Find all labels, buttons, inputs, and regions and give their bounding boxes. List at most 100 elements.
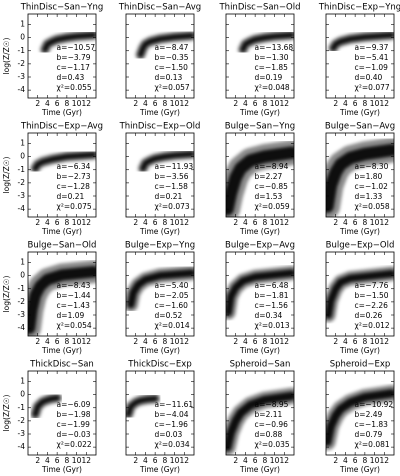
x-tick-label: 10 bbox=[170, 99, 180, 108]
x-tick-label: 4 bbox=[45, 337, 50, 346]
y-tick-label: -3 bbox=[18, 191, 26, 200]
x-tick-label: 8 bbox=[64, 337, 69, 346]
band-group bbox=[30, 149, 96, 174]
fit-parameter: c=−1.50 bbox=[155, 63, 189, 72]
x-tick-label: 6 bbox=[55, 99, 60, 108]
fit-parameter: b=2.49 bbox=[355, 410, 383, 419]
x-tick-label: 2 bbox=[35, 337, 40, 346]
x-tick-label: 2 bbox=[333, 218, 338, 227]
panel-title: Bulge−San−Old bbox=[28, 241, 97, 251]
fit-parameter: c=−1.96 bbox=[155, 420, 189, 429]
y-axis-label: log(Z/Z☉) bbox=[2, 395, 11, 432]
fit-parameter: a=−13.68 bbox=[255, 43, 294, 52]
band-group bbox=[328, 29, 394, 54]
fit-parameter: a=−10.92 bbox=[355, 400, 394, 409]
x-tick-label: 12 bbox=[380, 218, 390, 227]
panel-title: ThickDisc−San bbox=[29, 360, 94, 370]
x-tick-label: 2 bbox=[133, 337, 138, 346]
x-tick-label: 2 bbox=[233, 99, 238, 108]
fit-parameter: b=−0.35 bbox=[155, 53, 189, 62]
y-axis-label: log(Z/Z☉) bbox=[2, 38, 11, 75]
x-tick-label: 12 bbox=[280, 456, 290, 465]
panel: ThinDisc−Exp−Avg 2 4 6 8 10 12 -4 -3 -2 -1 0 1 Time (… bbox=[2, 122, 103, 237]
plot-frame bbox=[27, 370, 97, 456]
x-tick-label: 10 bbox=[170, 337, 180, 346]
fit-parameter: χ²=0.034 bbox=[155, 440, 190, 449]
panel-title: Bulge−Exp−Avg bbox=[225, 241, 295, 251]
x-axis-label: Time (Gyr) bbox=[139, 346, 180, 355]
y-tick-label: 0 bbox=[20, 390, 25, 399]
fit-parameter: b=−2.73 bbox=[57, 172, 91, 181]
x-tick-label: 10 bbox=[270, 456, 280, 465]
fit-parameter: c=−1.43 bbox=[57, 301, 91, 310]
fit-parameter: d=0.40 bbox=[355, 73, 383, 82]
x-tick-label: 8 bbox=[262, 218, 267, 227]
x-tick-label: 6 bbox=[55, 337, 60, 346]
fit-parameter: a=−6.09 bbox=[57, 400, 91, 409]
fit-parameter: b=1.80 bbox=[355, 172, 383, 181]
band-group bbox=[326, 384, 394, 451]
y-tick-label: -3 bbox=[18, 310, 26, 319]
fit-parameter: χ²=0.073 bbox=[155, 202, 190, 211]
band-group bbox=[226, 387, 294, 455]
y-tick-label: -1 bbox=[18, 165, 26, 174]
panel-title: ThinDisc−San−Avg bbox=[118, 3, 201, 13]
fit-parameter: a=−11.61 bbox=[155, 400, 194, 409]
y-tick-label: -1 bbox=[18, 284, 26, 293]
y-tick-label: 1 bbox=[20, 20, 25, 29]
panel-title: ThinDisc−Exp−Avg bbox=[20, 122, 103, 132]
x-tick-label: 2 bbox=[233, 337, 238, 346]
plot-frame bbox=[125, 370, 195, 456]
fit-parameter: χ²=0.014 bbox=[155, 321, 190, 330]
plot-frame bbox=[27, 13, 97, 99]
x-tick-label: 4 bbox=[143, 218, 148, 227]
fit-parameter: c=−1.28 bbox=[57, 182, 91, 191]
fit-parameter: d=0.26 bbox=[355, 311, 383, 320]
x-tick-label: 12 bbox=[280, 99, 290, 108]
x-tick-label: 4 bbox=[343, 456, 348, 465]
x-tick-label: 4 bbox=[243, 99, 248, 108]
y-tick-label: 1 bbox=[20, 377, 25, 386]
x-tick-label: 10 bbox=[170, 456, 180, 465]
x-tick-label: 2 bbox=[333, 99, 338, 108]
panel-title: ThickDisc−Exp bbox=[127, 360, 191, 370]
x-tick-label: 2 bbox=[133, 99, 138, 108]
x-tick-label: 10 bbox=[270, 337, 280, 346]
plot-frame bbox=[325, 251, 395, 337]
band-group bbox=[326, 266, 394, 323]
x-tick-label: 8 bbox=[162, 218, 167, 227]
plot-frame bbox=[225, 370, 295, 456]
band-group bbox=[226, 265, 294, 320]
x-tick-label: 2 bbox=[233, 218, 238, 227]
x-tick-label: 2 bbox=[133, 456, 138, 465]
fit-parameter: d=0.19 bbox=[255, 73, 283, 82]
x-tick-label: 12 bbox=[380, 337, 390, 346]
fit-parameter: c=−1.60 bbox=[155, 301, 189, 310]
x-tick-label: 12 bbox=[280, 337, 290, 346]
fit-parameter: b=−1.30 bbox=[255, 53, 289, 62]
x-tick-label: 10 bbox=[72, 218, 82, 227]
x-tick-label: 4 bbox=[343, 99, 348, 108]
band-group bbox=[39, 29, 96, 55]
fit-parameter: a=−8.95 bbox=[255, 400, 289, 409]
x-axis-label: Time (Gyr) bbox=[41, 346, 82, 355]
fit-parameter: a=−5.40 bbox=[155, 281, 189, 290]
x-tick-label: 4 bbox=[143, 456, 148, 465]
x-tick-label: 4 bbox=[45, 456, 50, 465]
y-tick-label: -3 bbox=[18, 72, 26, 81]
band bbox=[326, 389, 394, 447]
band bbox=[240, 32, 294, 53]
fit-parameter: c=−1.83 bbox=[355, 420, 389, 429]
x-tick-label: 6 bbox=[253, 218, 258, 227]
x-tick-label: 6 bbox=[153, 99, 158, 108]
x-axis-label: Time (Gyr) bbox=[41, 227, 82, 236]
plot-frame bbox=[325, 370, 395, 456]
x-tick-label: 12 bbox=[280, 218, 290, 227]
fit-parameter: b=−1.44 bbox=[57, 291, 91, 300]
x-tick-label: 8 bbox=[64, 218, 69, 227]
x-tick-label: 8 bbox=[64, 456, 69, 465]
